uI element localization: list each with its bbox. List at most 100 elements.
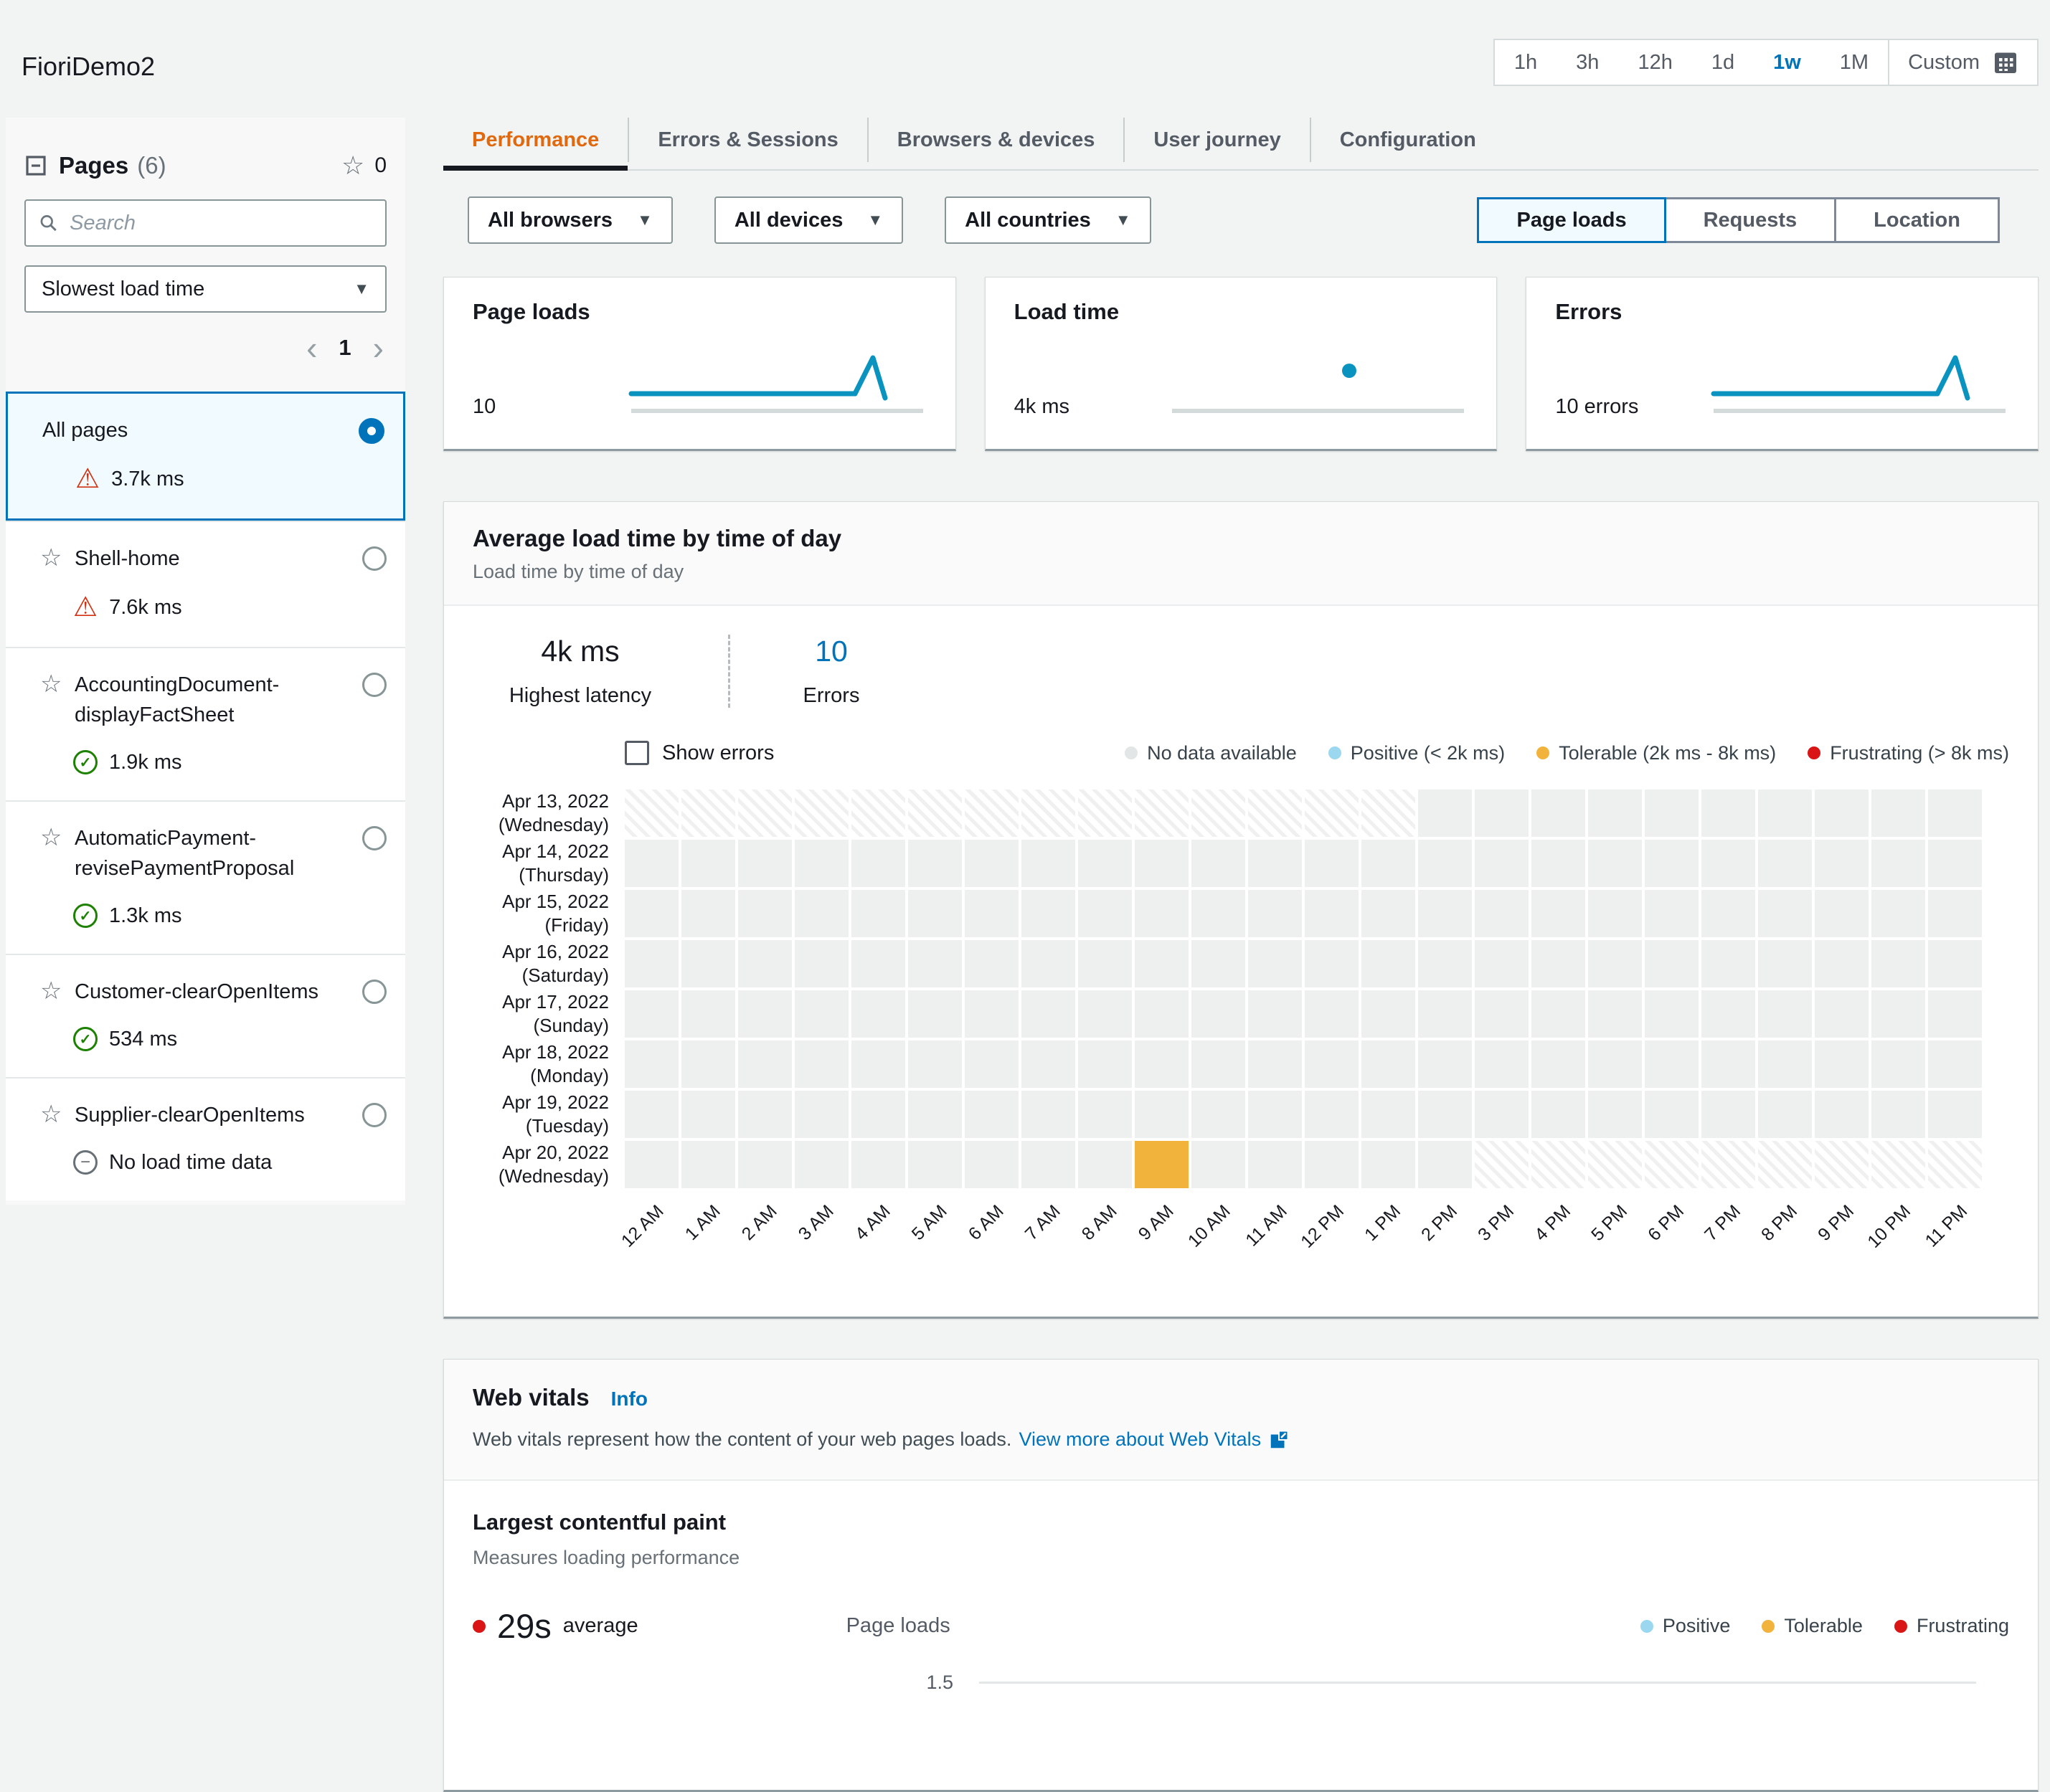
heatmap-cell[interactable] [1815,1141,1869,1188]
heatmap-cell[interactable] [1248,940,1302,987]
heatmap-cell[interactable] [1475,1040,1529,1088]
star-icon[interactable]: ☆ [40,1101,62,1128]
time-range-1w[interactable]: 1w [1773,50,1801,74]
heatmap-cell[interactable] [1588,940,1642,987]
heatmap-cell[interactable] [1021,1141,1075,1188]
heatmap-cell[interactable] [965,1040,1019,1088]
favorites-filter[interactable]: ☆ 0 [341,153,387,179]
web-vitals-link[interactable]: View more about Web Vitals [1019,1428,1262,1450]
heatmap-cell[interactable] [1475,840,1529,887]
tab-performance[interactable]: Performance [443,118,628,171]
filter-all-countries[interactable]: All countries ▼ [945,196,1151,244]
heatmap-cell[interactable] [681,1091,735,1138]
sort-select[interactable]: Slowest load time ▼ [24,265,387,313]
heatmap-cell[interactable] [1815,990,1869,1038]
heatmap-cell[interactable] [1645,1141,1699,1188]
custom-range-button[interactable]: Custom [1888,40,2037,85]
search-input[interactable] [68,210,372,236]
heatmap-cell[interactable] [1021,1040,1075,1088]
heatmap-cell[interactable] [1871,840,1925,887]
page-list-item[interactable]: ☆ AutomaticPayment-revisePaymentProposal ✓… [6,800,405,954]
time-range-1d[interactable]: 1d [1711,50,1735,74]
heatmap-cell[interactable] [1135,940,1189,987]
heatmap-cell[interactable] [1248,1040,1302,1088]
filter-all-browsers[interactable]: All browsers ▼ [468,196,673,244]
heatmap-cell[interactable] [965,1141,1019,1188]
heatmap-cell[interactable] [851,940,905,987]
heatmap-cell[interactable] [1305,840,1359,887]
star-icon[interactable]: ☆ [40,977,62,1005]
heatmap-cell[interactable] [1758,1040,1812,1088]
heatmap-cell[interactable] [1645,940,1699,987]
heatmap-cell[interactable] [625,990,679,1038]
page-item-radio[interactable] [362,1103,387,1127]
heatmap-cell[interactable] [1758,1141,1812,1188]
heatmap-cell[interactable] [1531,990,1585,1038]
heatmap-cell[interactable] [1701,890,1755,937]
heatmap-cell[interactable] [738,840,792,887]
view-toggle-requests[interactable]: Requests [1663,197,1837,243]
star-icon[interactable]: ☆ [40,824,62,851]
heatmap-cell[interactable] [1531,840,1585,887]
heatmap-cell[interactable] [1021,890,1075,937]
heatmap-cell[interactable] [1645,790,1699,837]
heatmap-cell[interactable] [851,1040,905,1088]
heatmap-cell[interactable] [1248,990,1302,1038]
heatmap-cell[interactable] [1021,790,1075,837]
heatmap-cell[interactable] [795,890,849,937]
heatmap-cell[interactable] [681,890,735,937]
heatmap-cell[interactable] [795,940,849,987]
heatmap-cell[interactable] [965,890,1019,937]
heatmap-cell[interactable] [1078,990,1132,1038]
heatmap-cell[interactable] [625,1141,679,1188]
heatmap-cell[interactable] [1418,890,1472,937]
heatmap-cell[interactable] [1645,840,1699,887]
heatmap-cell[interactable] [1758,890,1812,937]
heatmap-cell[interactable] [1928,1141,1982,1188]
heatmap-cell[interactable] [1815,940,1869,987]
heatmap-cell[interactable] [1928,990,1982,1038]
heatmap-cell[interactable] [625,840,679,887]
heatmap-cell[interactable] [1475,940,1529,987]
heatmap-cell[interactable] [1248,1141,1302,1188]
heatmap-cell[interactable] [625,940,679,987]
time-range-3h[interactable]: 3h [1576,50,1600,74]
show-errors-checkbox[interactable] [625,741,649,765]
heatmap-cell[interactable] [1191,890,1245,937]
heatmap-cell[interactable] [1305,790,1359,837]
tab-user-journey[interactable]: User journey [1123,118,1309,162]
heatmap-cell[interactable] [1815,890,1869,937]
heatmap-cell[interactable] [1531,1040,1585,1088]
heatmap-cell[interactable] [1758,990,1812,1038]
next-page-button[interactable]: › [372,329,384,366]
heatmap-cell[interactable] [1475,890,1529,937]
heatmap-cell[interactable] [1305,940,1359,987]
heatmap-cell[interactable] [851,890,905,937]
heatmap-cell[interactable] [681,790,735,837]
heatmap-cell[interactable] [908,990,962,1038]
heatmap-cell[interactable] [795,790,849,837]
heatmap-cell[interactable] [738,940,792,987]
heatmap-cell[interactable] [1021,1091,1075,1138]
heatmap-cell[interactable] [1701,790,1755,837]
heatmap-cell[interactable] [1305,1141,1359,1188]
heatmap-cell[interactable] [851,1091,905,1138]
heatmap-cell[interactable] [1701,1141,1755,1188]
heatmap-cell[interactable] [1078,1040,1132,1088]
heatmap-cell[interactable] [1475,1141,1529,1188]
page-list-item[interactable]: ☆ Supplier-clearOpenItems − No load time da… [6,1077,405,1200]
heatmap-cell[interactable] [1588,1091,1642,1138]
heatmap-cell[interactable] [1191,840,1245,887]
heatmap-cell[interactable] [795,840,849,887]
heatmap-cell[interactable] [1361,990,1415,1038]
heatmap-cell[interactable] [1588,1040,1642,1088]
heatmap-cell[interactable] [1418,840,1472,887]
tab-browsers-devices[interactable]: Browsers & devices [866,118,1124,162]
heatmap-cell[interactable] [1645,890,1699,937]
heatmap-cell[interactable] [1475,790,1529,837]
heatmap-cell[interactable] [1135,790,1189,837]
heatmap-cell[interactable] [1248,790,1302,837]
heatmap-cell[interactable] [1135,990,1189,1038]
heatmap-cell[interactable] [1078,840,1132,887]
heatmap-cell[interactable] [1588,840,1642,887]
